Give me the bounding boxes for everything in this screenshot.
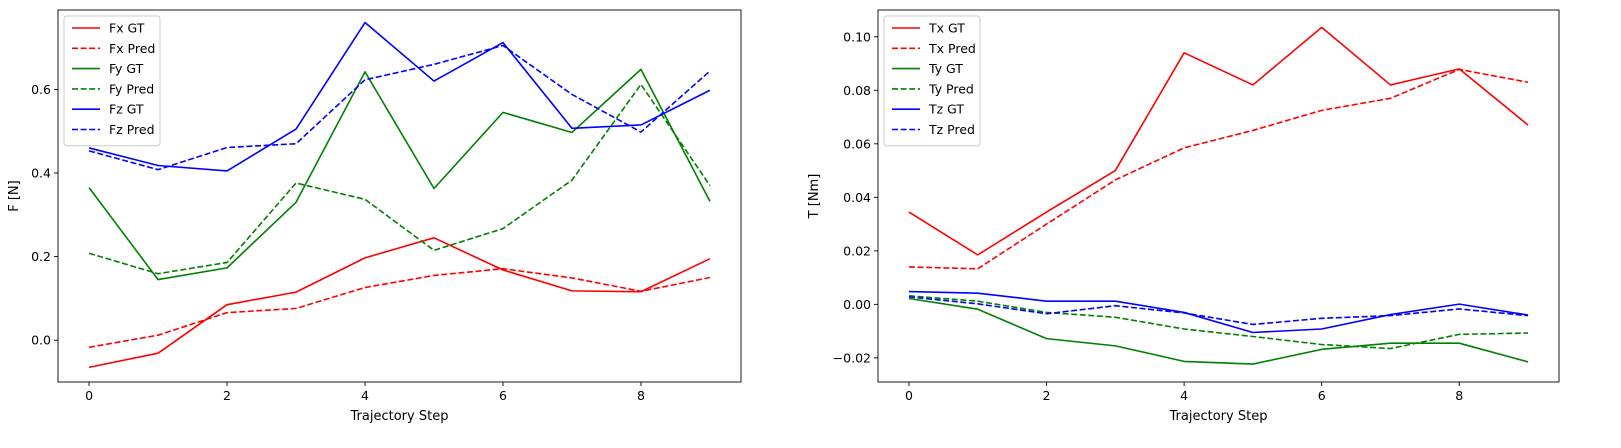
legend-label: Tx GT (928, 21, 965, 36)
legend-label: Tx Pred (928, 41, 976, 56)
y-tick-label: 0.6 (31, 82, 51, 97)
x-tick-label: 4 (361, 388, 369, 403)
x-tick-label: 2 (223, 388, 231, 403)
x-tick-label: 8 (637, 388, 645, 403)
series-line-fz-pred (88, 44, 711, 171)
series-line-tx-pred (908, 68, 1529, 270)
legend-label: Tz Pred (928, 122, 975, 137)
x-tick-label: 6 (1318, 388, 1326, 403)
legend-label: Fy Pred (109, 81, 154, 96)
legend-box (883, 15, 981, 147)
series-line-fx-gt (88, 237, 711, 369)
x-axis-label: Trajectory Step (1169, 409, 1268, 424)
y-axis-label: T [Nm] (807, 174, 822, 220)
y-axis-label: F [N] (7, 180, 22, 211)
x-axis-label: Trajectory Step (350, 409, 449, 424)
legend-label: Fx GT (109, 21, 145, 36)
legend-box (63, 15, 161, 147)
x-tick-label: 6 (499, 388, 507, 403)
x-tick-label: 0 (905, 388, 913, 403)
x-tick-label: 4 (1180, 388, 1188, 403)
legend-label: Ty GT (928, 61, 963, 76)
series-line-ty-gt (908, 297, 1529, 365)
y-tick-label: −0.02 (833, 350, 871, 365)
series-line-tz-pred (908, 296, 1529, 326)
legend: Tx GT Tx Pred Ty GT Ty Pred Tz GT Tz Pred (883, 15, 981, 147)
x-tick-label: 8 (1455, 388, 1463, 403)
legend-label: Fz GT (109, 102, 144, 117)
series-line-tz-gt (908, 290, 1529, 334)
legend-label: Fy GT (109, 61, 144, 76)
y-tick-label: 0.2 (31, 249, 51, 264)
x-tick-label: 0 (85, 388, 93, 403)
series-line-ty-pred (908, 295, 1529, 350)
chart-2: 0 2 4 6 8 −0.02 0.00 0.02 0.04 0.06 0.08 0.10 Trajec… (807, 9, 1560, 424)
legend: Fx GT Fx Pred Fy GT Fy Pred Fz GT Fz Pred (63, 15, 161, 147)
y-tick-label: 0.08 (843, 83, 871, 98)
series-group (908, 26, 1529, 365)
axes-frame (877, 9, 1560, 383)
y-tick-label: 0.02 (843, 243, 871, 258)
x-tick-label: 2 (1043, 388, 1051, 403)
series-group (88, 21, 711, 369)
series-line-fz-gt (88, 21, 711, 172)
legend-label: Tz GT (928, 102, 964, 117)
axes-frame (57, 9, 742, 383)
y-tick-label: 0.04 (843, 190, 871, 205)
y-tick-label: 0.00 (843, 297, 871, 312)
series-line-fy-gt (88, 68, 711, 281)
y-tick-label: 0.4 (31, 166, 51, 181)
series-line-tx-gt (908, 26, 1529, 256)
series-line-fx-pred (88, 267, 711, 349)
legend-label: Ty Pred (928, 81, 974, 96)
y-tick-label: 0.06 (843, 136, 871, 151)
y-tick-label: 0.10 (843, 29, 871, 44)
series-line-fy-pred (88, 83, 711, 275)
chart-1: 0 2 4 6 8 0.0 0.2 0.4 0.6 Trajectory Step F [N] Fx … (7, 9, 742, 424)
legend-label: Fx Pred (109, 41, 155, 56)
legend-label: Fz Pred (109, 122, 155, 137)
y-tick-label: 0.0 (31, 333, 51, 348)
